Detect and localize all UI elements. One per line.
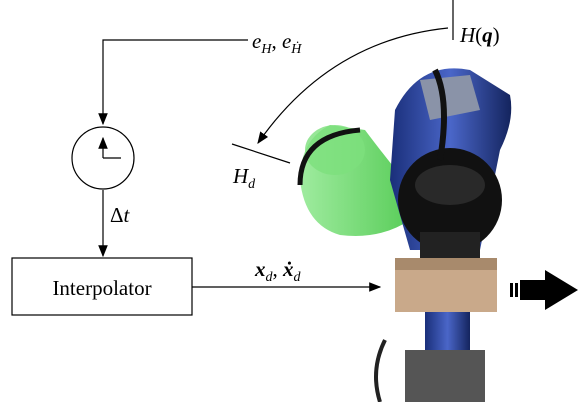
error-label: eH, eḢ bbox=[252, 29, 302, 57]
desired-label: Hd bbox=[232, 164, 256, 192]
math-segment: e bbox=[252, 29, 261, 53]
clock-icon bbox=[72, 127, 134, 189]
math-segment: e bbox=[282, 29, 291, 53]
robot-image bbox=[300, 68, 578, 402]
math-segment: Ḣ bbox=[290, 41, 302, 57]
math-segment: d bbox=[294, 270, 302, 285]
math-segment: , bbox=[273, 257, 284, 281]
math-segment: q bbox=[482, 23, 493, 47]
math-segment: Δ bbox=[110, 203, 124, 227]
timestep-label: Δt bbox=[110, 203, 131, 227]
math-segment: , bbox=[271, 29, 282, 53]
math-segment: x bbox=[254, 257, 266, 281]
math-segment: ( bbox=[475, 23, 482, 47]
math-segment: ) bbox=[493, 23, 500, 47]
pose-label: xd, ẋd bbox=[254, 257, 302, 285]
math-segment: ẋ bbox=[282, 257, 294, 281]
target-label: H(q) bbox=[459, 23, 500, 47]
error-feedback-arrow bbox=[103, 40, 248, 124]
diagram: Interpolator eH, eḢ H(q) Hd Δt xd, ẋd bbox=[0, 0, 579, 402]
desired-marker bbox=[232, 144, 290, 163]
math-segment: t bbox=[124, 203, 131, 227]
math-segment: d bbox=[248, 177, 256, 192]
interpolator-label: Interpolator bbox=[52, 276, 151, 300]
